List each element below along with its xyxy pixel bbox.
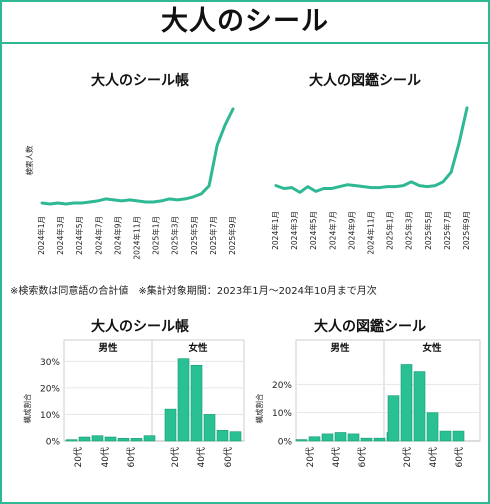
x-tick-label: 60代 xyxy=(454,447,465,467)
bar-female xyxy=(177,358,190,442)
x-tick-label: 2025年9月 xyxy=(227,216,237,255)
footnote: ※検索数は同意語の合計値 ※集計対象期間：2023年1月〜2024年10月まで月… xyxy=(10,286,377,297)
y-tick-label: 10% xyxy=(40,411,60,421)
x-tick-label: 2025年9月 xyxy=(461,211,471,250)
x-tick-label: 2024年5月 xyxy=(308,211,318,250)
line-series-2 xyxy=(274,106,469,194)
x-tick-label: 20代 xyxy=(402,447,413,467)
x-tick-label: 2024年3月 xyxy=(55,216,65,255)
bar-female xyxy=(387,395,400,442)
x-tick-label: 40代 xyxy=(196,447,207,467)
bar-male xyxy=(360,437,373,442)
x-tick-label: 20代 xyxy=(305,447,316,467)
chart-title-line-1: 大人のシール帳 xyxy=(91,73,189,89)
x-tick-label: 60代 xyxy=(126,447,137,467)
y-tick-label: 20% xyxy=(40,384,60,394)
bar-female xyxy=(400,364,413,442)
bar-male xyxy=(321,433,334,442)
plot-frame xyxy=(63,339,245,442)
y-tick-label: 20% xyxy=(272,381,292,391)
y-axis-label: 検索人数 xyxy=(24,145,34,175)
x-tick-label: 2024年1月 xyxy=(270,211,280,250)
chart-title-bar-1: 大人のシール帳 xyxy=(91,319,189,335)
x-tick-label: 2024年7月 xyxy=(327,211,337,250)
chart-title-line-2: 大人の図鑑シール xyxy=(309,73,421,89)
x-tick-label: 40代 xyxy=(100,447,111,467)
bar-female xyxy=(164,408,177,442)
x-tick-label: 2024年1月 xyxy=(36,216,46,255)
bar-male xyxy=(373,437,386,442)
y-axis-label: 構成割合 xyxy=(22,393,32,423)
bar-male xyxy=(143,435,156,442)
group-label-female: 女性 xyxy=(188,342,208,354)
x-tick-label: 2025年1月 xyxy=(385,211,395,250)
bar-female xyxy=(439,430,452,442)
group-label-male: 男性 xyxy=(330,342,350,354)
x-tick-label: 20代 xyxy=(170,447,181,467)
bar-male xyxy=(295,439,308,442)
x-tick-label: 2024年9月 xyxy=(346,211,356,250)
bar-male xyxy=(347,433,360,442)
x-tick-label: 60代 xyxy=(357,447,368,467)
header: 大人のシール xyxy=(2,2,488,44)
x-tick-label: 20代 xyxy=(73,447,84,467)
x-tick-label: 2024年7月 xyxy=(93,216,103,255)
x-tick-label: 2024年11月 xyxy=(132,216,142,260)
bar-female xyxy=(413,371,426,442)
x-tick-label: 40代 xyxy=(428,447,439,467)
bar-male xyxy=(65,439,78,442)
bar-male xyxy=(91,435,104,442)
bar-female xyxy=(452,430,465,442)
x-tick-label: 40代 xyxy=(331,447,342,467)
bar-male xyxy=(130,438,143,442)
bar-male xyxy=(104,436,117,442)
bar-female xyxy=(426,412,439,442)
bar-female xyxy=(216,430,229,442)
group-label-female: 女性 xyxy=(422,342,442,354)
x-tick-label: 2024年11月 xyxy=(366,211,376,255)
x-tick-label: 2025年5月 xyxy=(423,211,433,250)
y-tick-label: 0% xyxy=(46,438,61,448)
x-tick-label: 2025年3月 xyxy=(170,216,180,255)
x-tick-label: 2024年9月 xyxy=(112,216,122,255)
bar-female xyxy=(203,414,216,442)
page-title: 大人のシール xyxy=(161,6,329,37)
bar-male xyxy=(308,436,321,442)
x-tick-label: 2025年5月 xyxy=(189,216,199,255)
chart-title-bar-2: 大人の図鑑シール xyxy=(314,319,426,335)
bar-male xyxy=(334,432,347,442)
x-tick-label: 2025年3月 xyxy=(404,211,414,250)
x-tick-label: 2025年1月 xyxy=(151,216,161,255)
x-tick-label: 60代 xyxy=(223,447,234,467)
y-tick-label: 10% xyxy=(272,409,292,419)
group-label-male: 男性 xyxy=(98,342,118,354)
bar-male xyxy=(78,436,91,442)
x-tick-label: 2025年7月 xyxy=(442,211,452,250)
y-tick-label: 0% xyxy=(278,438,293,448)
x-tick-label: 2025年7月 xyxy=(208,216,218,255)
y-axis-label: 構成割合 xyxy=(254,393,264,423)
bar-female xyxy=(229,431,242,442)
line-series-1 xyxy=(40,107,235,206)
bar-male xyxy=(117,438,130,442)
x-tick-label: 2024年5月 xyxy=(74,216,84,255)
y-tick-label: 30% xyxy=(40,358,60,368)
x-tick-label: 2024年3月 xyxy=(289,211,299,250)
bar-female xyxy=(190,364,203,442)
